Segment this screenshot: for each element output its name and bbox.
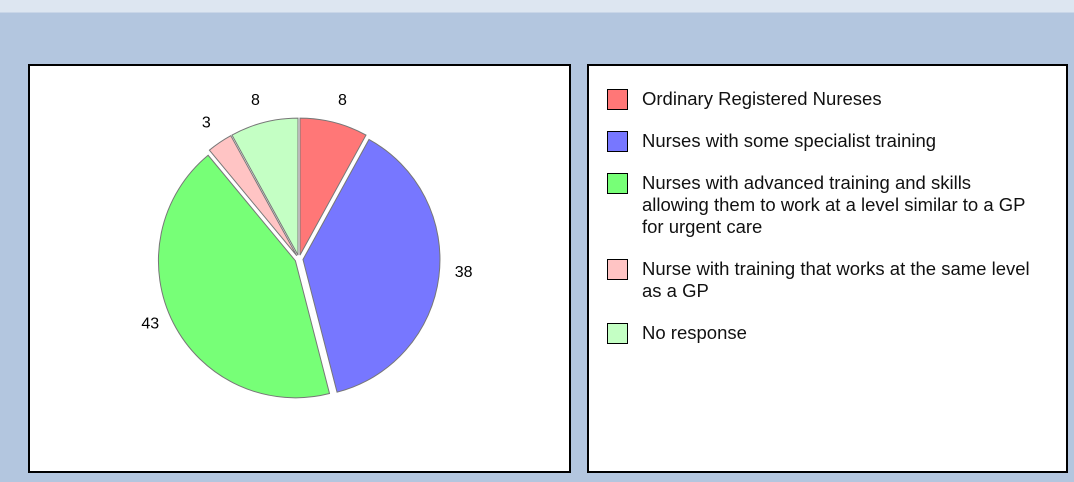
- legend-swatch: [607, 259, 628, 280]
- pie-slice: [208, 134, 298, 257]
- legend-label: Ordinary Registered Nureses: [642, 88, 882, 109]
- pie-slice: [157, 154, 331, 399]
- legend-panel: Ordinary Registered Nureses Nurses with s…: [587, 64, 1068, 473]
- slice-label: 3: [202, 114, 211, 131]
- legend-swatch: [607, 323, 628, 344]
- slice-label: 38: [455, 264, 473, 281]
- legend-label: Nurses with some specialist training: [642, 130, 937, 151]
- legend-label: No response: [642, 322, 747, 343]
- top-band: [0, 0, 1074, 13]
- legend-swatch: [607, 131, 628, 152]
- legend-swatch: [607, 173, 628, 194]
- pie-slice: [231, 117, 299, 256]
- legend-swatch: [607, 89, 628, 110]
- slice-label: 8: [251, 92, 260, 109]
- legend-label: Nurse with training that works at the sa…: [642, 258, 1030, 301]
- slice-label: 8: [338, 92, 347, 109]
- pie-slice: [299, 117, 367, 256]
- pie-slice: [302, 138, 441, 393]
- slice-label: 43: [141, 315, 159, 332]
- chart-panel: 8 38 43 3 8: [28, 64, 571, 473]
- legend-label: Nurses with advanced training and skills…: [642, 172, 1026, 237]
